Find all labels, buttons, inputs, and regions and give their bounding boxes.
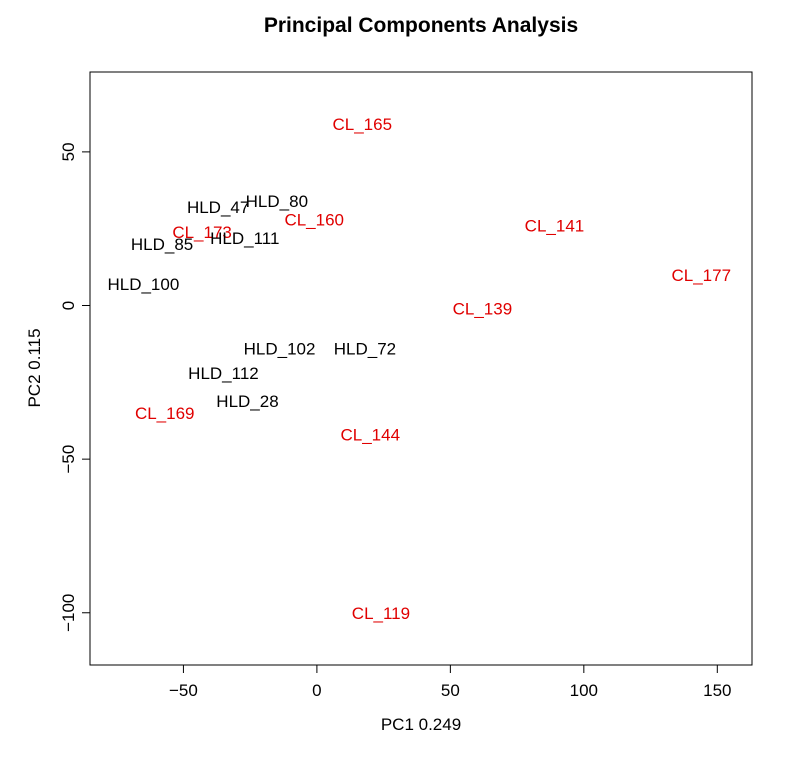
y-axis-label: PC2 0.115 bbox=[25, 328, 44, 407]
x-axis: −50 0 50 100 150 bbox=[169, 664, 731, 700]
x-tick-label: −50 bbox=[169, 681, 198, 700]
point-label: HLD_112 bbox=[188, 364, 259, 383]
point-label: HLD_72 bbox=[334, 340, 396, 359]
x-tick-label: 150 bbox=[703, 681, 731, 700]
chart-title: Principal Components Analysis bbox=[264, 14, 578, 37]
y-tick-label: −50 bbox=[59, 445, 78, 474]
point-label: HLD_111 bbox=[210, 229, 279, 248]
point-label: CL_173 bbox=[172, 223, 232, 242]
point-label: HLD_100 bbox=[107, 275, 179, 294]
point-label: CL_119 bbox=[352, 604, 410, 623]
point-label: CL_144 bbox=[341, 426, 401, 445]
x-tick-label: 0 bbox=[312, 681, 321, 700]
y-tick-label: 50 bbox=[59, 142, 78, 161]
x-tick-label: 100 bbox=[570, 681, 598, 700]
y-axis: −100 −50 0 50 bbox=[59, 142, 91, 632]
point-label: CL_160 bbox=[284, 210, 344, 229]
point-label: HLD_80 bbox=[246, 192, 308, 211]
point-label: CL_177 bbox=[672, 266, 732, 285]
point-label: CL_141 bbox=[525, 217, 585, 236]
point-label: CL_169 bbox=[135, 404, 195, 423]
y-tick-label: −100 bbox=[59, 594, 78, 632]
point-label: HLD_28 bbox=[216, 392, 278, 411]
y-tick-label: 0 bbox=[59, 301, 78, 310]
point-label: CL_139 bbox=[453, 300, 513, 319]
point-label: CL_165 bbox=[332, 115, 392, 134]
x-tick-label: 50 bbox=[441, 681, 460, 700]
point-label: HLD_85 bbox=[131, 235, 193, 254]
point-label: HLD_102 bbox=[244, 340, 316, 359]
point-label: HLD_47 bbox=[187, 198, 249, 217]
x-axis-label: PC1 0.249 bbox=[381, 715, 461, 734]
